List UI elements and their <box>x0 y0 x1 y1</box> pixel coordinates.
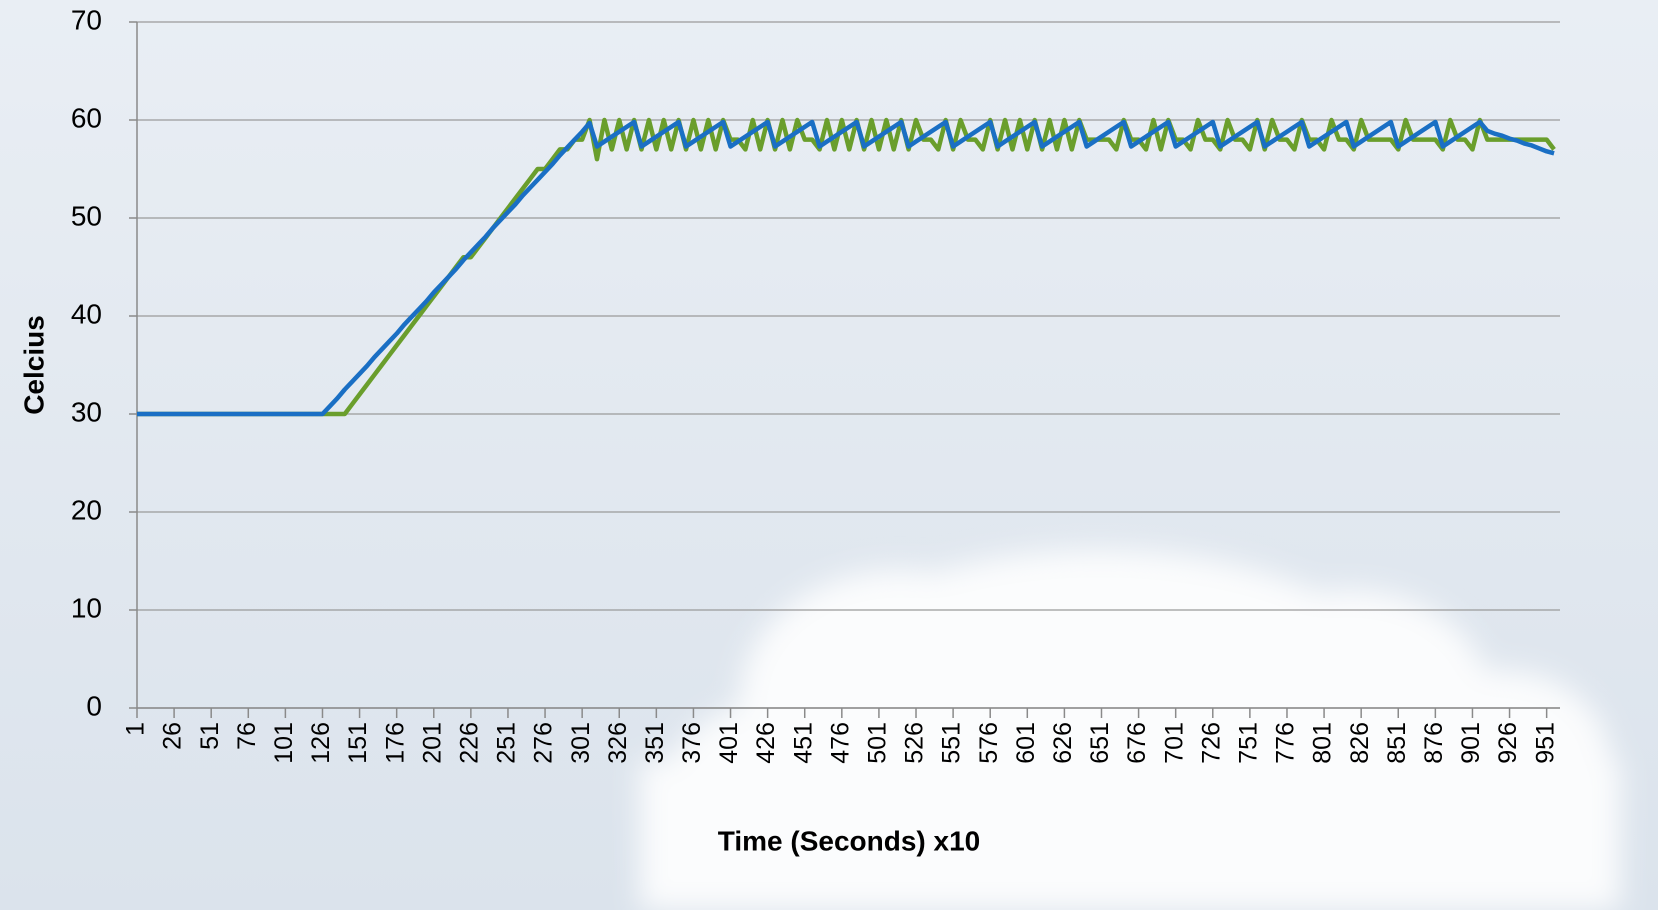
x-tick-label: 301 <box>567 722 595 764</box>
y-tick-label: 60 <box>71 102 102 133</box>
x-tick-label: 351 <box>641 722 669 764</box>
x-tick-label: 801 <box>1309 722 1337 764</box>
x-tick-label: 201 <box>418 722 446 764</box>
y-tick-label: 20 <box>71 494 102 525</box>
x-tick-label: 951 <box>1531 722 1559 764</box>
x-tick-label: 476 <box>826 722 854 764</box>
x-tick-label: 26 <box>159 722 187 750</box>
y-tick-label: 50 <box>71 200 102 231</box>
x-tick-label: 726 <box>1197 722 1225 764</box>
x-tick-label: 576 <box>975 722 1003 764</box>
x-tick-label: 851 <box>1383 722 1411 764</box>
x-tick-label: 626 <box>1049 722 1077 764</box>
x-tick-label: 1 <box>122 722 150 736</box>
x-tick-label: 826 <box>1346 722 1374 764</box>
chart: 0102030405060701265176101126151176201226… <box>0 0 1658 910</box>
x-tick-label: 226 <box>455 722 483 764</box>
x-tick-label: 701 <box>1160 722 1188 764</box>
x-tick-label: 426 <box>752 722 780 764</box>
x-tick-label: 926 <box>1494 722 1522 764</box>
x-tick-label: 176 <box>381 722 409 764</box>
x-tick-label: 501 <box>864 722 892 764</box>
x-tick-label: 551 <box>938 722 966 764</box>
x-tick-label: 51 <box>196 722 224 750</box>
x-tick-label: 526 <box>901 722 929 764</box>
y-axis-title: Celcius <box>18 315 49 415</box>
y-tick-label: 10 <box>71 592 102 623</box>
x-tick-label: 326 <box>604 722 632 764</box>
x-tick-label: 876 <box>1420 722 1448 764</box>
x-tick-label: 101 <box>270 722 298 764</box>
x-tick-label: 901 <box>1457 722 1485 764</box>
x-tick-label: 151 <box>344 722 372 764</box>
x-tick-label: 276 <box>530 722 558 764</box>
x-tick-label: 251 <box>493 722 521 764</box>
x-tick-label: 751 <box>1234 722 1262 764</box>
x-axis-title: Time (Seconds) x10 <box>718 825 980 856</box>
x-tick-label: 451 <box>789 722 817 764</box>
y-tick-label: 0 <box>86 690 102 721</box>
x-tick-label: 776 <box>1272 722 1300 764</box>
x-tick-label: 401 <box>715 722 743 764</box>
x-tick-label: 601 <box>1012 722 1040 764</box>
x-tick-label: 126 <box>307 722 335 764</box>
y-tick-label: 40 <box>71 298 102 329</box>
x-tick-label: 376 <box>678 722 706 764</box>
x-tick-label: 76 <box>233 722 261 750</box>
y-tick-label: 30 <box>71 396 102 427</box>
y-tick-label: 70 <box>71 4 102 35</box>
x-tick-label: 676 <box>1123 722 1151 764</box>
x-tick-label: 651 <box>1086 722 1114 764</box>
